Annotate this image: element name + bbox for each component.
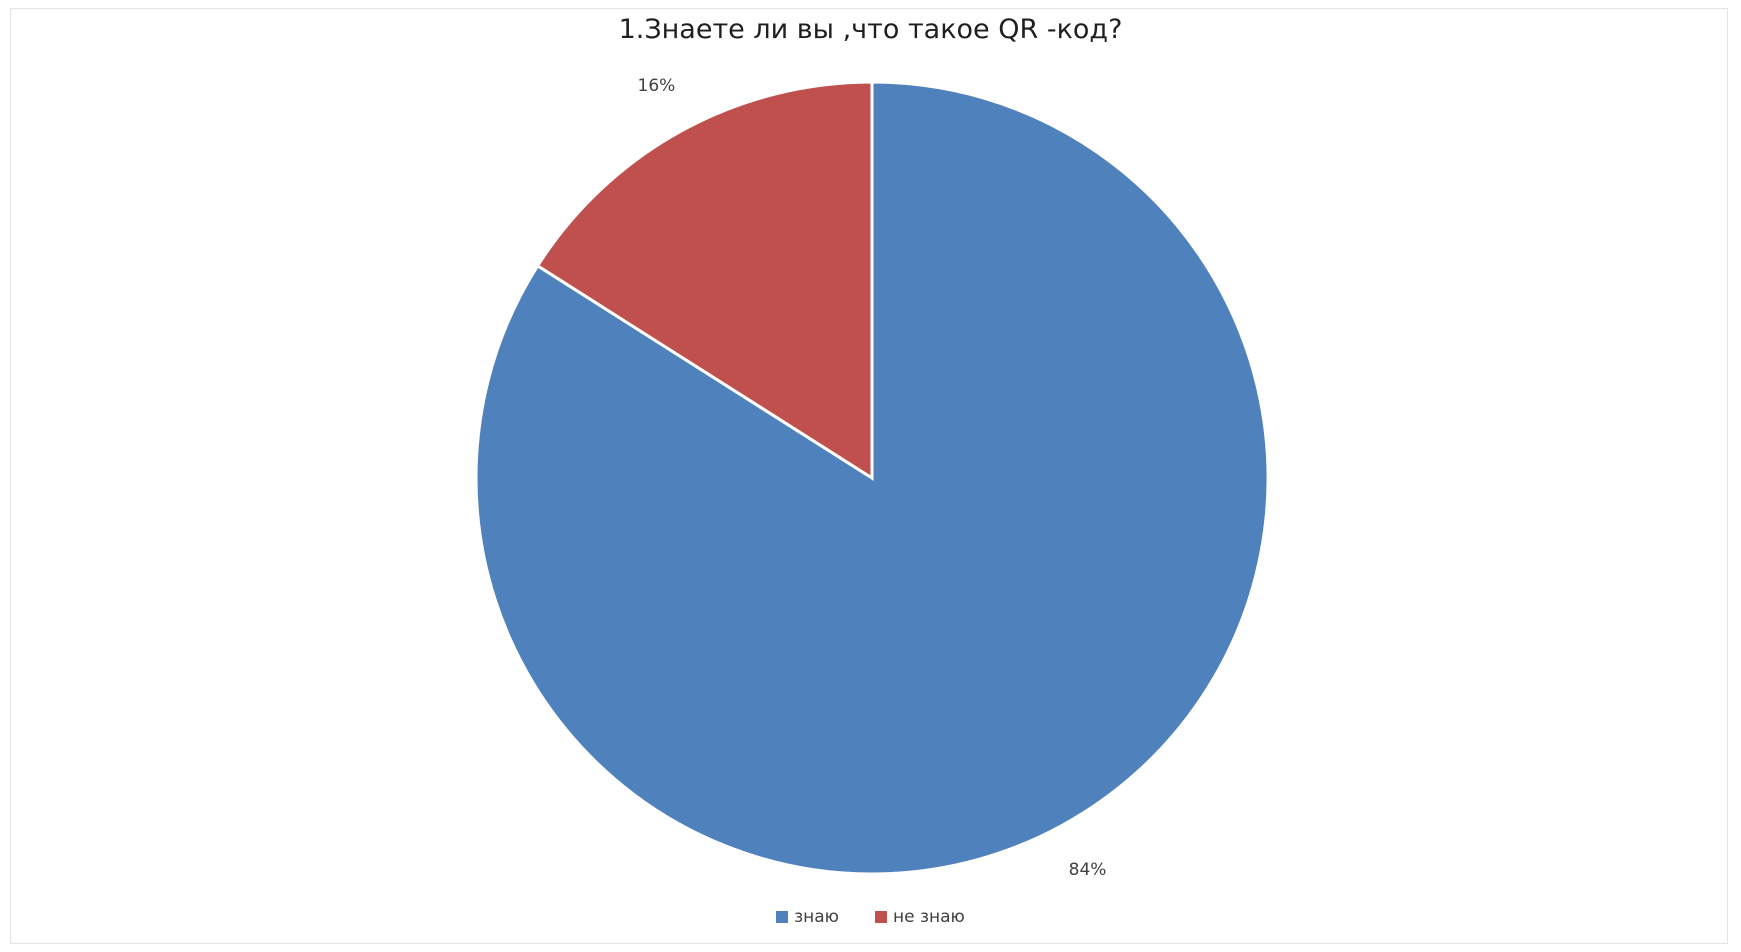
- legend-label-dont-know: не знаю: [893, 907, 965, 927]
- chart-title: 1.Знаете ли вы ,что такое QR -код?: [618, 14, 1123, 45]
- legend-swatch-know: [776, 911, 789, 923]
- legend-item-dont-know: не знаю: [875, 907, 965, 927]
- legend: знаю не знаю: [0, 907, 1741, 927]
- pie-slice-dont-know: [535, 80, 874, 481]
- data-label-know: 84%: [1069, 860, 1107, 880]
- data-label-dont-know: 16%: [638, 76, 676, 96]
- legend-label-know: знаю: [794, 907, 839, 927]
- legend-item-know: знаю: [776, 907, 839, 927]
- legend-swatch-dont-know: [875, 911, 887, 923]
